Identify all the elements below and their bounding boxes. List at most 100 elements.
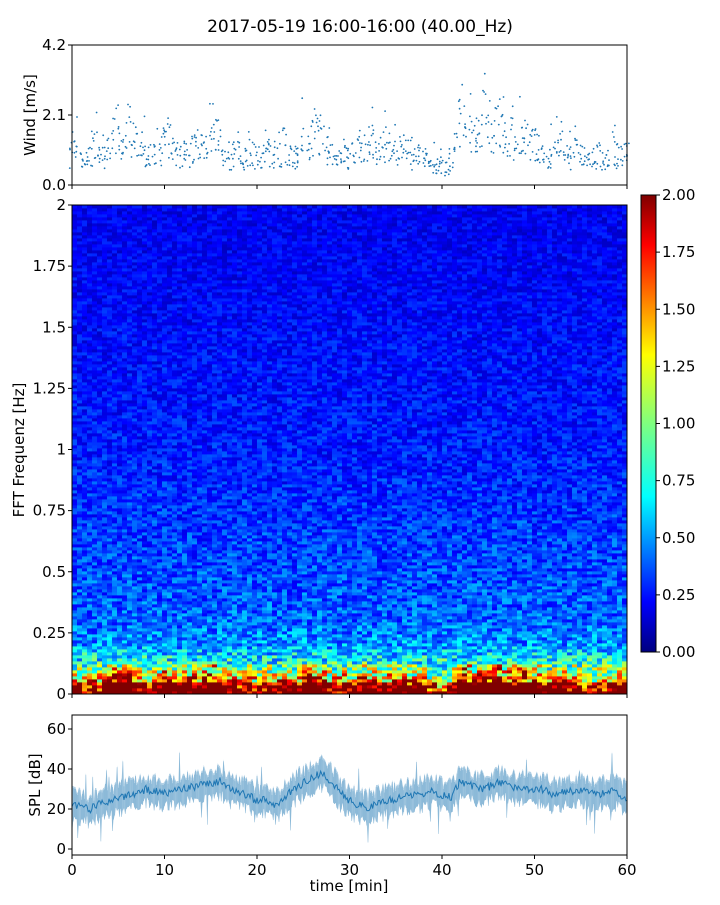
spectrogram-cell [172, 463, 177, 466]
wind-point [440, 148, 442, 150]
spectrogram-cell [197, 571, 202, 574]
spectrogram-cell [177, 463, 182, 466]
spectrogram-cell [132, 481, 137, 484]
spectrogram-cell [157, 247, 162, 250]
spectrogram-cell [127, 226, 132, 229]
wind-point [510, 129, 512, 131]
spectrogram-cell [117, 442, 122, 445]
wind-point [170, 124, 172, 126]
spectrogram-cell [127, 262, 132, 265]
spectrogram-cell [112, 625, 117, 628]
spectrogram-cell [172, 367, 177, 370]
spectrogram-cell [172, 562, 177, 565]
wind-point [141, 131, 143, 133]
spectrogram-cell [182, 268, 187, 271]
wind-point [437, 158, 439, 160]
spectrogram-cell [82, 355, 87, 358]
spectrogram-cell [187, 496, 192, 499]
spectrogram-cell [122, 457, 127, 460]
spectrogram-cell [72, 613, 77, 616]
spectrogram-cell [82, 367, 87, 370]
spectrogram-cell [142, 391, 147, 394]
spectrogram-cell [122, 220, 127, 223]
spectrogram-cell [147, 328, 152, 331]
wind-point [134, 141, 136, 143]
spectrogram-cell [192, 295, 197, 298]
spectrogram-cell [72, 298, 77, 301]
spectrogram-cell [112, 307, 117, 310]
spectrogram-cell [157, 229, 162, 232]
spectrogram-cell [167, 640, 172, 643]
spectrogram-cell [152, 286, 157, 289]
spectrogram-cell [157, 391, 162, 394]
spectrogram-cell [77, 298, 82, 301]
spectrogram-cell [132, 349, 137, 352]
spectrogram-cell [72, 493, 77, 496]
spectrogram-cell [82, 406, 87, 409]
spectrogram-cell [162, 655, 167, 658]
wind-point [469, 142, 471, 144]
spectrogram-cell [97, 358, 102, 361]
spectrogram-cell [167, 607, 172, 610]
spectrogram-cell [82, 418, 87, 421]
spectrogram-cell [172, 631, 177, 634]
wind-point [580, 158, 582, 160]
spectrogram-cell [77, 289, 82, 292]
spectrogram-cell [72, 370, 77, 373]
spectrogram-cell [142, 229, 147, 232]
spectrogram-cell [137, 508, 142, 511]
spectrogram-cell [177, 235, 182, 238]
spectrogram-cell [87, 514, 92, 517]
spectrogram-cell [97, 451, 102, 454]
spectrogram-cell [72, 604, 77, 607]
spectrogram-cell [137, 643, 142, 646]
spectrogram-cell [162, 604, 167, 607]
spectrogram-cell [102, 379, 107, 382]
spectrogram-cell [87, 502, 92, 505]
spectrogram-cell [157, 655, 162, 658]
wind-point [398, 158, 400, 160]
spectrogram-cell [92, 676, 97, 679]
spectrogram-cell [137, 535, 142, 538]
spectrogram-cell [102, 457, 107, 460]
spectrogram-cell [182, 583, 187, 586]
spectrogram-cell [72, 232, 77, 235]
spectrogram-cell [162, 301, 167, 304]
wind-point [454, 150, 456, 152]
spectrogram-cell [87, 301, 92, 304]
wind-point [444, 175, 446, 177]
spectrogram-cell [142, 580, 147, 583]
spectrogram-cell [77, 568, 82, 571]
wind-point [191, 136, 193, 138]
spectrogram-cell [112, 298, 117, 301]
spectrogram-cell [122, 688, 127, 691]
wind-point [574, 138, 576, 140]
spectrogram-cell [127, 304, 132, 307]
spectrogram-cell [197, 655, 202, 658]
spectrogram-cell [77, 469, 82, 472]
spectrogram-cell [137, 511, 142, 514]
spectrogram-cell [112, 322, 117, 325]
spectrogram-cell [142, 244, 147, 247]
spectrogram-cell [147, 556, 152, 559]
spectrogram-cell [142, 451, 147, 454]
wind-point [148, 163, 150, 165]
spectrogram-cell [77, 580, 82, 583]
spectrogram-cell [152, 403, 157, 406]
spectrogram-cell [167, 244, 172, 247]
spectrogram-cell [147, 646, 152, 649]
spectrogram-cell [92, 343, 97, 346]
spectrogram-cell [107, 580, 112, 583]
spectrogram-cell [157, 421, 162, 424]
spectrogram-cell [147, 529, 152, 532]
spectrogram-cell [167, 241, 172, 244]
spectrogram-cell [137, 217, 142, 220]
spectrogram-cell [87, 466, 92, 469]
spectrogram-cell [102, 235, 107, 238]
spectrogram-cell [107, 403, 112, 406]
spectrogram-cell [147, 358, 152, 361]
spectrogram-cell [107, 466, 112, 469]
spectrogram-cell [152, 457, 157, 460]
spectrogram-cell [187, 322, 192, 325]
spectrogram-cell [122, 508, 127, 511]
